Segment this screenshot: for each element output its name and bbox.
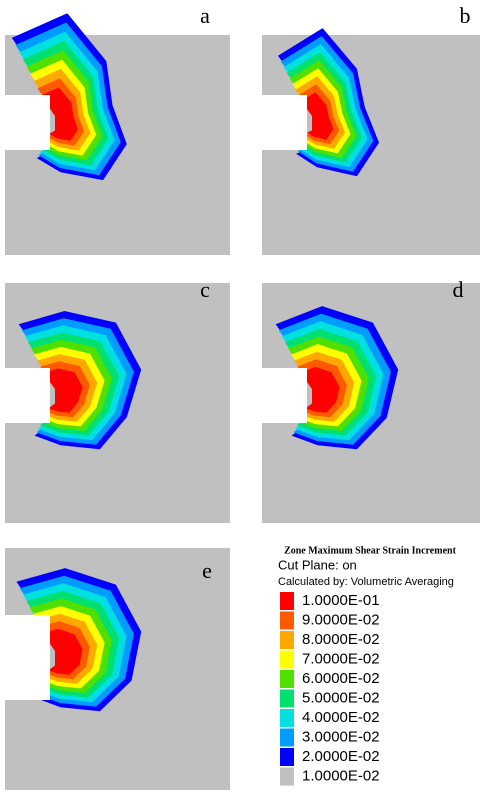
- legend-swatch: [280, 611, 294, 630]
- contour-zone: [301, 92, 334, 140]
- legend-label: 6.0000E-02: [302, 670, 380, 687]
- legend-label: 5.0000E-02: [302, 689, 380, 706]
- tunnel: [5, 615, 50, 700]
- contour-zone: [41, 87, 78, 141]
- legend-swatch: [280, 631, 294, 649]
- legend-line: Calculated by: Volumetric Averaging: [278, 576, 454, 588]
- legend-label: 2.0000E-02: [302, 748, 380, 765]
- legend-line: Cut Plane: on: [278, 557, 357, 572]
- legend-swatch: [280, 670, 294, 688]
- legend-label: 8.0000E-02: [302, 631, 380, 648]
- contour-zone: [300, 366, 340, 413]
- legend-swatch: [280, 689, 294, 708]
- contour-zone: [43, 368, 83, 413]
- legend-label: 7.0000E-02: [302, 650, 380, 667]
- tunnel: [262, 95, 307, 150]
- tunnel: [5, 95, 50, 150]
- panel-label: b: [460, 3, 471, 28]
- legend-swatch: [280, 650, 294, 669]
- legend-label: 9.0000E-02: [302, 611, 380, 628]
- panel: [5, 13, 230, 255]
- legend-swatch: [280, 767, 294, 786]
- panel-label: c: [200, 277, 210, 302]
- panel: [262, 283, 480, 523]
- contour-zone: [42, 628, 83, 675]
- legend-swatch: [280, 709, 294, 727]
- legend-label: 1.0000E-01: [302, 592, 380, 609]
- legend-label: 3.0000E-02: [302, 728, 380, 745]
- panel-label: d: [453, 277, 464, 302]
- legend-swatch: [280, 748, 294, 766]
- tunnel: [262, 368, 307, 423]
- panel: [262, 28, 480, 255]
- legend-label: 1.0000E-02: [302, 767, 380, 784]
- legend-title: Zone Maximum Shear Strain Increment: [284, 545, 457, 556]
- tunnel: [5, 368, 50, 423]
- legend-swatch: [280, 592, 294, 610]
- legend-swatch: [280, 728, 294, 747]
- panel-label: e: [202, 558, 212, 583]
- panel: [5, 548, 230, 790]
- panel-label: a: [200, 3, 210, 28]
- panel: [5, 283, 230, 523]
- legend-label: 4.0000E-02: [302, 709, 380, 726]
